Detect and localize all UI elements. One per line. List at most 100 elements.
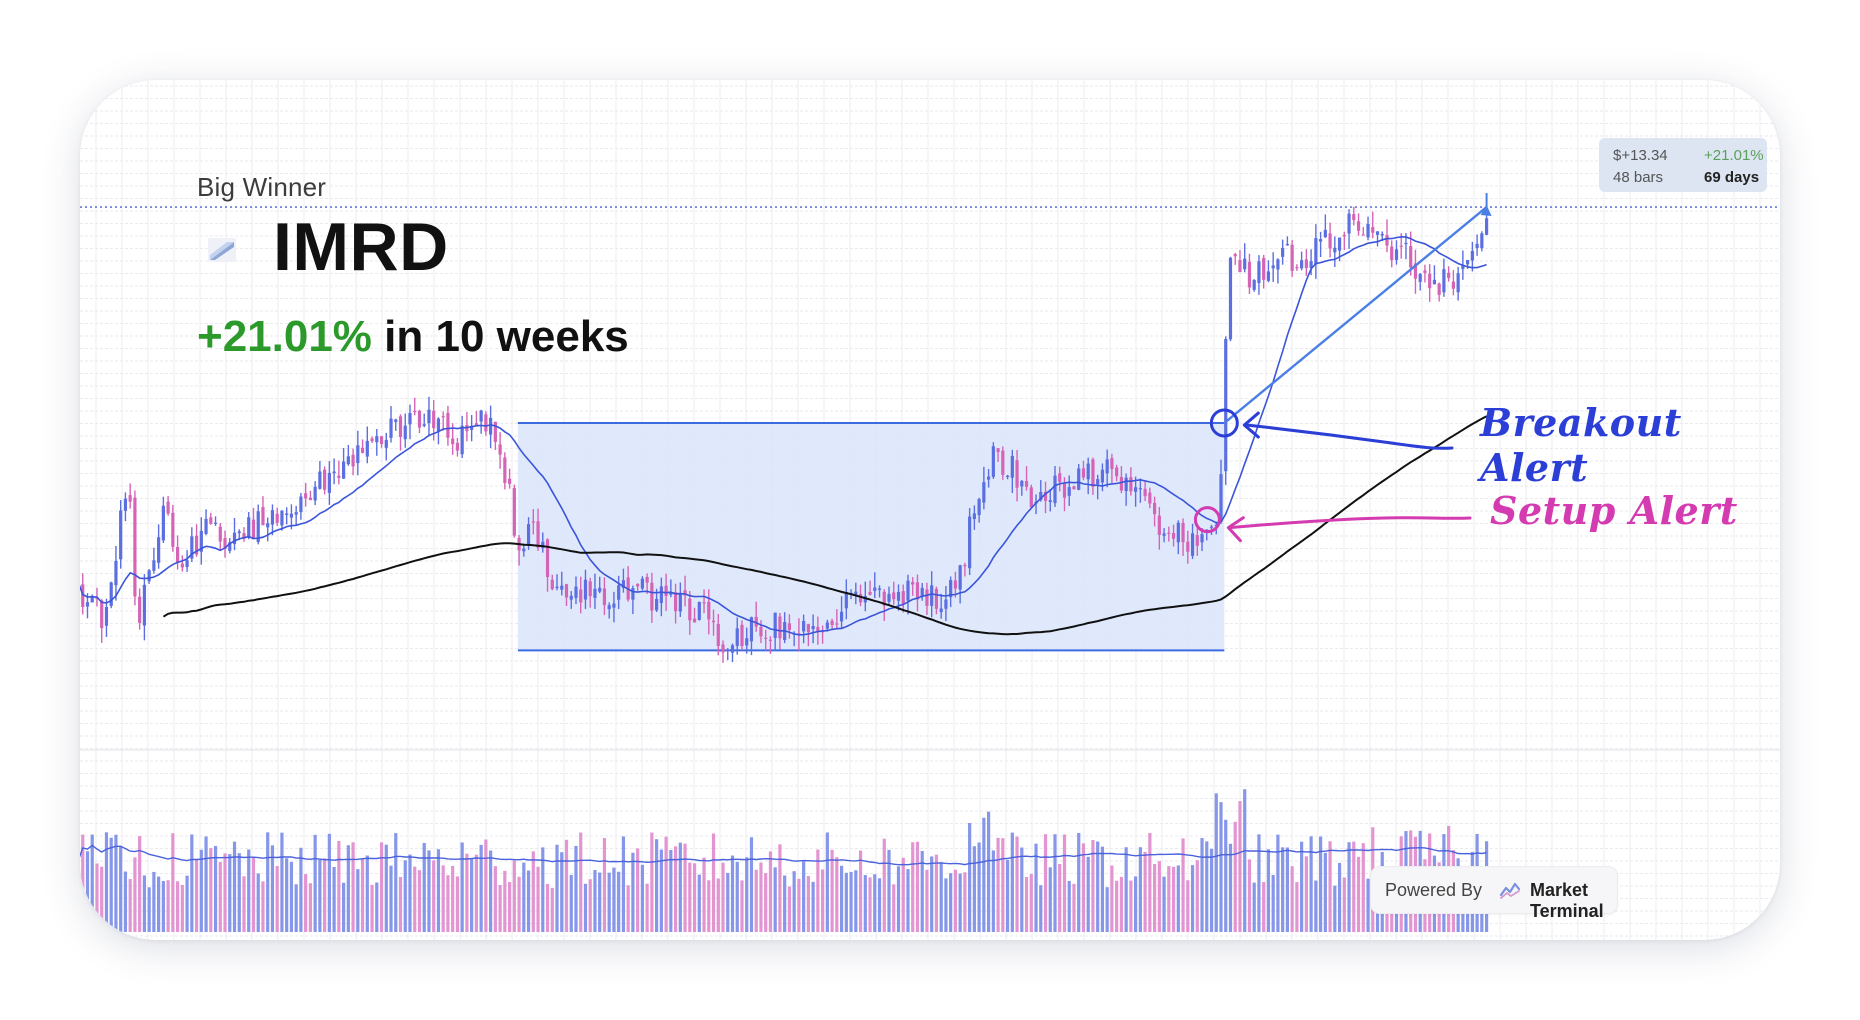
candle-body [1020,480,1024,487]
volume-bar [1129,880,1133,932]
volume-bar [1067,880,1071,932]
measure-tooltip: $+13.34 +21.01% 48 bars 69 days [1599,138,1767,192]
candle-body [1072,486,1076,490]
candle-body [451,438,455,445]
volume-bar [939,862,943,932]
volume-bar [816,849,820,932]
candle-body [1318,239,1323,242]
volume-bar [280,832,284,932]
volume-bar [602,837,607,932]
candle-body [81,584,85,608]
candle-body [199,530,203,552]
candle-body [1314,238,1318,265]
volume-bar [1209,848,1214,932]
volume-bar [123,871,128,932]
volume-bar [223,853,227,932]
candle-body [1015,460,1019,488]
candle-body [906,580,910,601]
candle-body [1062,483,1067,498]
volume-bar [451,865,455,932]
measure-line [1223,206,1488,424]
candle-body [251,519,256,540]
candle-body [726,649,730,652]
volume-bar [1224,819,1228,932]
volume-bar [1285,847,1289,932]
candle-body [583,579,588,600]
volume-bars [81,789,1489,932]
volume-bar [1029,873,1033,932]
volume-bar [422,842,426,932]
volume-bar [887,849,891,932]
volume-bar [360,858,365,932]
candle-body [1404,242,1408,245]
volume-bar [626,885,630,932]
volume-bar [90,834,94,932]
candle-body [384,439,388,448]
candle-body [858,594,863,603]
volume-bar [764,873,768,932]
volume-bar [403,860,407,932]
candle-body [512,488,516,536]
volume-bar [1034,843,1038,932]
volume-bar [1337,862,1342,932]
candle-body [232,532,237,544]
volume-bar [982,817,986,932]
candle-body [545,539,550,577]
volume-bar [446,875,450,932]
volume-bar [759,862,763,932]
volume-bar [1333,885,1337,932]
candle-body [356,445,360,464]
volume-moving-average [80,844,1487,866]
candle-body [489,417,493,435]
volume-bar [545,883,550,932]
candle-body [1466,260,1470,265]
volume-bar [1257,834,1261,932]
volume-bar [839,865,844,932]
volume-bar [863,875,867,932]
volume-bar [873,874,877,932]
candle-body [403,425,407,440]
candle-body [1432,279,1437,285]
candle-body [1148,492,1152,504]
candle-body [389,418,393,438]
volume-bar [1205,841,1209,932]
powered-by-badge[interactable]: Powered By Market Terminal [1370,866,1618,921]
candle-body [735,628,739,646]
volume-bar [199,849,203,932]
volume-bar [645,883,649,932]
volume-bar [550,887,554,932]
candle-body [1067,487,1071,496]
candle-body [294,512,298,515]
volume-bar [1347,842,1351,932]
measure-arrowhead [1480,205,1492,217]
volume-bar [394,833,398,932]
volume-bar [161,881,165,932]
setup-arrowhead [1226,516,1245,543]
volume-bar [251,856,256,932]
candle-body [882,591,886,606]
ticker-logo-icon [207,235,237,265]
volume-bar [797,878,801,932]
volume-bar [1015,836,1019,932]
volume-bar [460,842,464,932]
candle-body [683,590,687,596]
candle-body [474,423,478,426]
breakout-arrowhead [1242,411,1260,439]
volume-bar [721,862,725,932]
candle-body [1134,487,1138,492]
candle-body [1043,491,1048,501]
volume-bar [844,872,848,932]
price-chart [80,80,1780,940]
ticker-symbol: IMRD [273,209,449,285]
candle-body [138,596,142,623]
candle-body [280,510,284,526]
candle-body [228,542,232,551]
candle-body [692,618,697,623]
volume-bar [237,853,241,932]
candle-body [417,410,422,428]
volume-bar [707,880,711,932]
volume-bar [526,870,531,932]
candle-body [413,410,417,413]
candle-body [707,601,711,620]
candle-body [114,560,118,586]
